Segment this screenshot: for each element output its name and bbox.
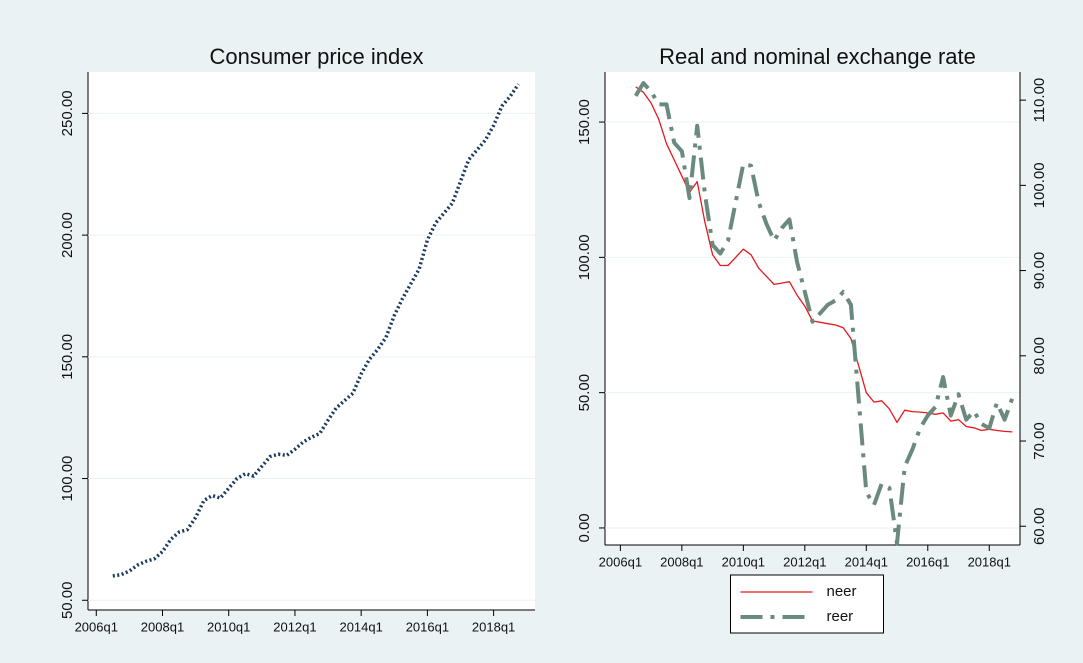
y-tick-label: 90.00 [1031, 252, 1048, 290]
plot-area [605, 72, 1020, 545]
series-line [112, 83, 520, 578]
x-tick-label: 2012q1 [273, 619, 316, 634]
y-tick-label: 80.00 [1031, 337, 1048, 375]
chart-title: Real and nominal exchange rate [659, 44, 976, 69]
x-tick-label: 2014q1 [845, 554, 888, 569]
plot-area [88, 72, 535, 610]
legend-label: reer [827, 608, 854, 625]
x-tick-label: 2016q1 [406, 619, 449, 634]
chart-title: Consumer price index [210, 44, 424, 69]
y-tick-label: 110.00 [1031, 78, 1048, 123]
x-tick-label: 2008q1 [660, 554, 703, 569]
y-tick-label: 70.00 [1031, 422, 1048, 460]
series-line [635, 86, 1013, 433]
x-tick-label: 2008q1 [141, 619, 184, 634]
y-tick-label: 0.00 [576, 513, 593, 542]
legend-label: neer [827, 583, 857, 600]
x-tick-label: 2006q1 [75, 619, 118, 634]
y-tick-label: 250.00 [59, 90, 76, 136]
x-tick-label: 2016q1 [906, 554, 949, 569]
y-tick-label: 100.00 [1031, 162, 1048, 208]
x-tick-label: 2012q1 [783, 554, 826, 569]
x-tick-label: 2018q1 [472, 619, 515, 634]
x-tick-label: 2018q1 [968, 554, 1011, 569]
y-tick-label: 200.00 [59, 212, 76, 258]
legend-box [730, 574, 884, 634]
y-tick-label: 100.00 [576, 234, 593, 280]
x-tick-label: 2006q1 [599, 554, 642, 569]
y-tick-label: 150.00 [576, 99, 593, 145]
y-tick-label: 50.00 [576, 374, 593, 412]
x-tick-label: 2014q1 [339, 619, 382, 634]
y-tick-label: 100.00 [59, 456, 76, 502]
y-tick-label: 60.00 [1031, 507, 1048, 545]
x-tick-label: 2010q1 [207, 619, 250, 634]
series-line [633, 81, 1015, 546]
x-tick-label: 2010q1 [722, 554, 765, 569]
y-tick-label: 50.00 [59, 581, 76, 619]
y-tick-label: 150.00 [59, 334, 76, 380]
